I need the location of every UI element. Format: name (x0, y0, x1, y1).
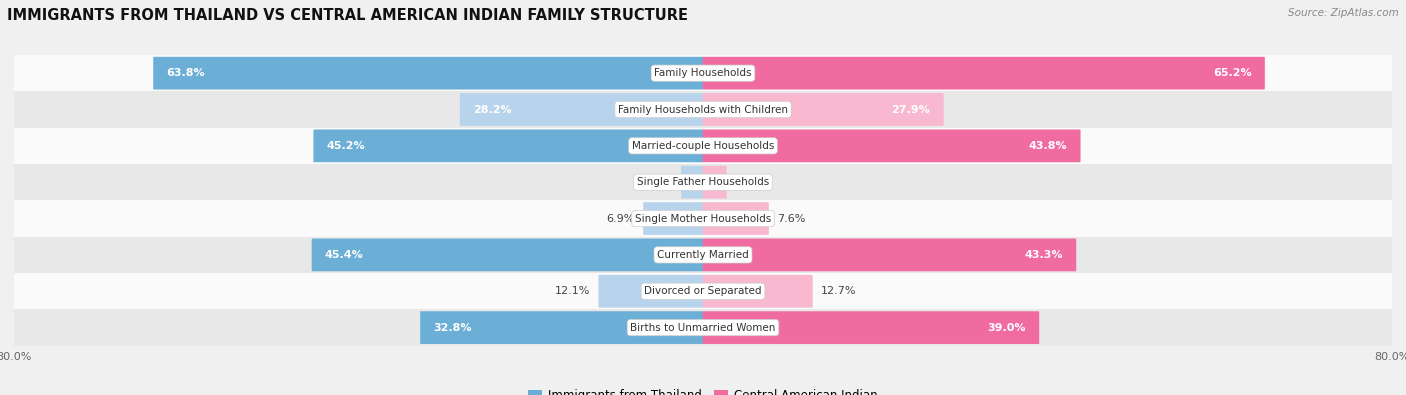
FancyBboxPatch shape (703, 130, 1081, 162)
FancyBboxPatch shape (14, 55, 1392, 91)
Text: Single Father Households: Single Father Households (637, 177, 769, 187)
Text: 12.1%: 12.1% (555, 286, 591, 296)
FancyBboxPatch shape (314, 130, 703, 162)
Text: Family Households: Family Households (654, 68, 752, 78)
FancyBboxPatch shape (14, 200, 1392, 237)
FancyBboxPatch shape (14, 273, 1392, 309)
Text: Source: ZipAtlas.com: Source: ZipAtlas.com (1288, 8, 1399, 18)
Text: 43.3%: 43.3% (1025, 250, 1063, 260)
Text: IMMIGRANTS FROM THAILAND VS CENTRAL AMERICAN INDIAN FAMILY STRUCTURE: IMMIGRANTS FROM THAILAND VS CENTRAL AMER… (7, 8, 688, 23)
FancyBboxPatch shape (14, 128, 1392, 164)
FancyBboxPatch shape (420, 311, 703, 344)
Text: Currently Married: Currently Married (657, 250, 749, 260)
Text: Married-couple Households: Married-couple Households (631, 141, 775, 151)
FancyBboxPatch shape (703, 239, 1076, 271)
FancyBboxPatch shape (14, 309, 1392, 346)
FancyBboxPatch shape (460, 93, 703, 126)
Text: 65.2%: 65.2% (1213, 68, 1251, 78)
Text: 6.9%: 6.9% (606, 214, 636, 224)
Text: Family Households with Children: Family Households with Children (619, 105, 787, 115)
FancyBboxPatch shape (703, 93, 943, 126)
FancyBboxPatch shape (312, 239, 703, 271)
FancyBboxPatch shape (703, 311, 1039, 344)
FancyBboxPatch shape (703, 166, 727, 199)
FancyBboxPatch shape (703, 275, 813, 308)
Text: 45.2%: 45.2% (326, 141, 366, 151)
Text: Births to Unmarried Women: Births to Unmarried Women (630, 323, 776, 333)
Text: 45.4%: 45.4% (325, 250, 364, 260)
Text: 63.8%: 63.8% (166, 68, 205, 78)
FancyBboxPatch shape (599, 275, 703, 308)
FancyBboxPatch shape (14, 237, 1392, 273)
FancyBboxPatch shape (681, 166, 703, 199)
Text: 12.7%: 12.7% (821, 286, 856, 296)
Text: 27.9%: 27.9% (891, 105, 931, 115)
Text: 28.2%: 28.2% (472, 105, 512, 115)
Text: Divorced or Separated: Divorced or Separated (644, 286, 762, 296)
Text: 7.6%: 7.6% (778, 214, 806, 224)
Legend: Immigrants from Thailand, Central American Indian: Immigrants from Thailand, Central Americ… (523, 384, 883, 395)
Text: 2.5%: 2.5% (644, 177, 673, 187)
FancyBboxPatch shape (643, 202, 703, 235)
Text: 39.0%: 39.0% (987, 323, 1026, 333)
FancyBboxPatch shape (703, 202, 769, 235)
FancyBboxPatch shape (14, 91, 1392, 128)
Text: 43.8%: 43.8% (1029, 141, 1067, 151)
FancyBboxPatch shape (703, 57, 1265, 90)
Text: Single Mother Households: Single Mother Households (636, 214, 770, 224)
Text: 32.8%: 32.8% (433, 323, 472, 333)
FancyBboxPatch shape (153, 57, 703, 90)
Text: 2.7%: 2.7% (735, 177, 763, 187)
FancyBboxPatch shape (14, 164, 1392, 200)
